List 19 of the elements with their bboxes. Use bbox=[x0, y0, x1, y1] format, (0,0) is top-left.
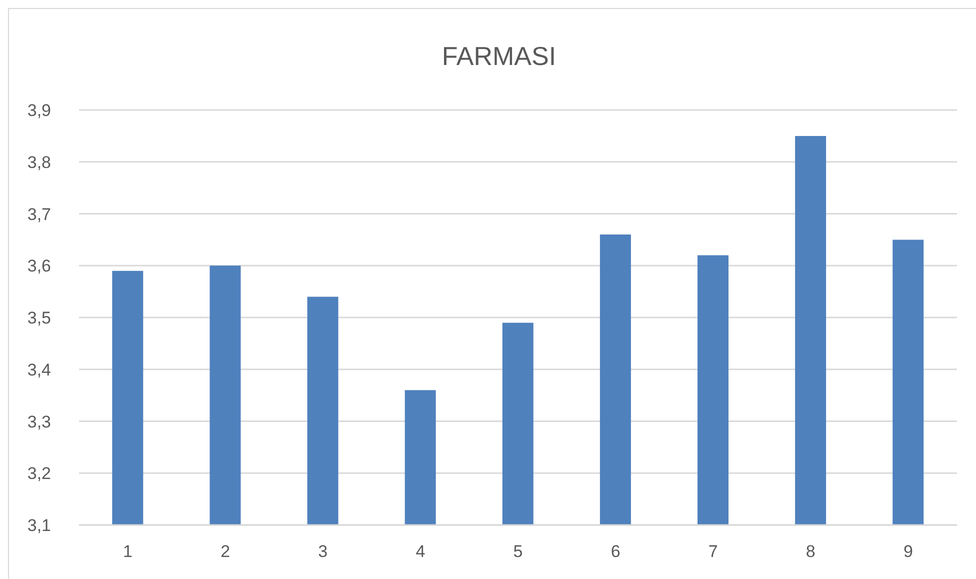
y-tick-label: 3,3 bbox=[27, 412, 51, 432]
x-tick-label: 4 bbox=[416, 542, 426, 562]
y-tick-label: 3,1 bbox=[27, 516, 51, 536]
y-tick-label: 3,8 bbox=[27, 152, 51, 172]
x-tick-label: 7 bbox=[708, 542, 718, 562]
y-tick-label: 3,7 bbox=[27, 204, 51, 224]
x-tick-label: 9 bbox=[903, 542, 913, 562]
y-tick-label: 3,4 bbox=[27, 360, 51, 380]
x-tick-label: 3 bbox=[318, 542, 328, 562]
y-tick-label: 3,2 bbox=[27, 464, 51, 484]
y-tick-label: 3,9 bbox=[27, 101, 51, 120]
x-tick-label: 5 bbox=[513, 542, 523, 562]
x-tick-label: 2 bbox=[220, 542, 230, 562]
x-tick-label: 8 bbox=[806, 542, 816, 562]
chart-title: FARMASI bbox=[440, 40, 558, 72]
x-tick-label: 6 bbox=[610, 542, 620, 562]
y-tick-label: 3,6 bbox=[27, 256, 51, 276]
y-tick-label: 3,5 bbox=[27, 308, 51, 328]
x-tick-label: 1 bbox=[123, 542, 133, 562]
